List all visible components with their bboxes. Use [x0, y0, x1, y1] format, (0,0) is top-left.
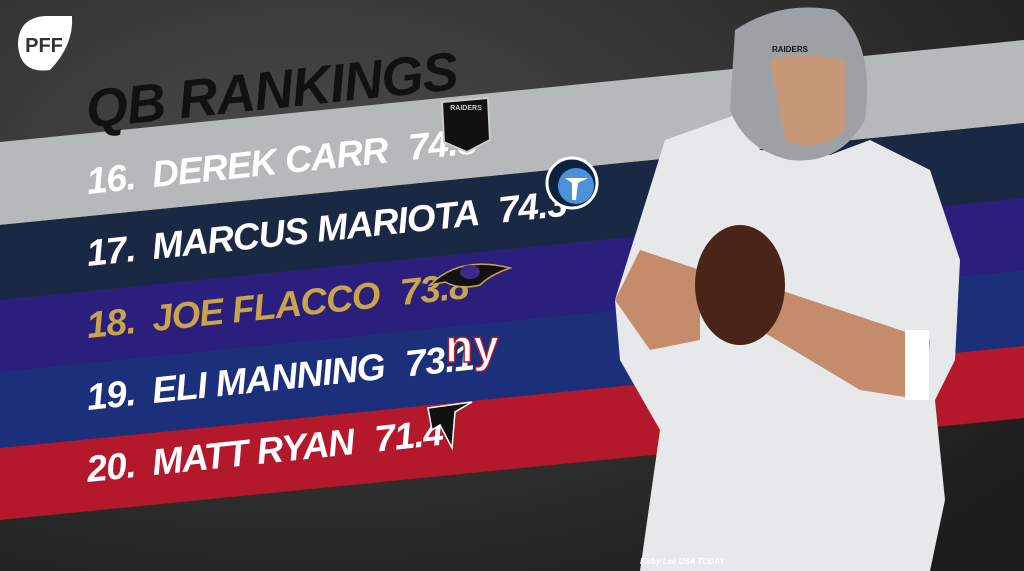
grade: 73.1 [403, 337, 475, 385]
raiders-logo: RAIDERS [440, 96, 492, 154]
rank: 17. [85, 228, 137, 274]
player-photo: RAIDERS [615, 7, 960, 571]
logo-text: RAIDERS [450, 105, 482, 112]
rank: 16. [85, 156, 137, 202]
ravens-logo [427, 263, 513, 288]
logo-text: PFF [25, 35, 63, 57]
falcons-logo [427, 401, 473, 451]
rank: 19. [85, 372, 137, 418]
rank: 20. [84, 444, 137, 490]
rank: 18. [85, 300, 137, 346]
photo-credit: Kirby Lee USA TODAY [640, 557, 725, 566]
pff-logo: PFF [18, 16, 73, 71]
titans-logo [545, 156, 599, 210]
helmet-text: RAIDERS [772, 45, 809, 54]
giants-logo: ny [445, 320, 499, 372]
